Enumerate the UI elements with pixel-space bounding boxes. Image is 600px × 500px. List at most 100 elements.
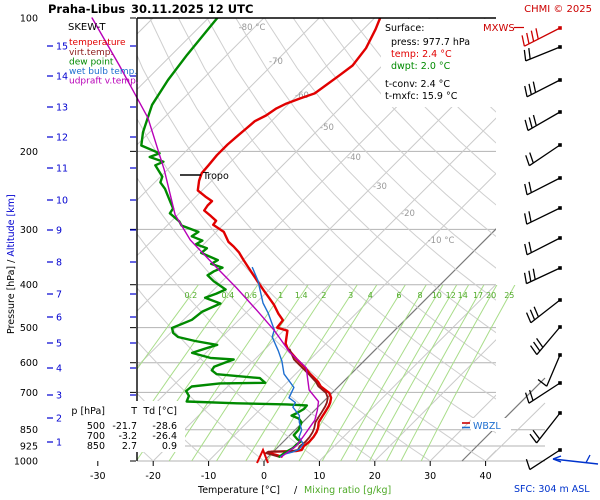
copyright-label: CHMI © 2025 xyxy=(524,4,592,15)
barb-feather xyxy=(532,114,537,126)
table-cell: 700 xyxy=(87,431,105,442)
mixing-ratio-line-2 xyxy=(216,285,332,461)
altitude-tick-label: 10 xyxy=(56,196,68,207)
pressure-tick-label: 925 xyxy=(20,442,38,453)
barb-feather xyxy=(526,32,530,44)
barb-feather xyxy=(536,338,544,348)
mixing-ratio-label: 4 xyxy=(368,291,373,300)
altitude-tick-label: 3 xyxy=(56,391,62,402)
dry-adiabat-40 xyxy=(137,117,486,461)
mixing-ratio-label: 8 xyxy=(417,291,422,300)
isotherm-label: -20 xyxy=(401,209,415,219)
barb-feather xyxy=(530,345,538,355)
pressure-tick-label: 100 xyxy=(20,14,38,25)
barb-feather xyxy=(532,429,541,440)
pressure-tick-label: 400 xyxy=(20,280,38,291)
isotherm-10 xyxy=(319,283,496,461)
barb-feather xyxy=(528,181,532,193)
mixing-ratio-line-8 xyxy=(321,285,427,461)
barb-feather xyxy=(535,28,539,40)
wbzl-marker: WBZL xyxy=(462,418,511,432)
barb-feather xyxy=(524,119,529,131)
altitude-tick-label: 14 xyxy=(56,72,68,83)
mixing-ratio-line-20 xyxy=(400,285,498,461)
barb-feather xyxy=(528,270,532,282)
mixing-ratio-line-1 xyxy=(168,285,289,461)
mixing-ratio-line-17 xyxy=(386,285,485,461)
barb-feather xyxy=(528,389,534,401)
surface-tconv-value: t-conv: 2.4 °C xyxy=(385,79,450,90)
wind-barb xyxy=(525,298,562,324)
temp-tick-label: 0 xyxy=(261,471,267,482)
mixing-ratio-label: 14 xyxy=(458,291,468,300)
wind-barb xyxy=(524,110,562,132)
dry-adiabat-90 xyxy=(235,18,496,301)
xaxis-title-mixing: Mixing ratio [g/kg] xyxy=(304,485,391,496)
dry-adiabat-10 xyxy=(137,287,320,461)
barb-feather xyxy=(528,211,532,223)
isotherm-label: -10 °C xyxy=(428,236,455,246)
mixing-ratio-label: 17 xyxy=(473,291,483,300)
table-cell: 2.7 xyxy=(122,441,137,452)
table-background xyxy=(71,401,185,452)
page-title-station: Praha-Libus xyxy=(48,2,125,16)
surface-box-title: Surface: xyxy=(385,23,424,34)
temp-tick-label: -30 xyxy=(90,471,106,482)
barb-feather xyxy=(532,81,537,93)
table-cell: -28.6 xyxy=(152,421,177,432)
barb-feather xyxy=(533,341,541,352)
wind-barb xyxy=(524,78,562,98)
mixing-ratio-line-3 xyxy=(245,285,358,461)
legend-title: SKEW-T xyxy=(68,22,106,33)
mixing-ratio-line-10 xyxy=(340,285,444,461)
barb-feather xyxy=(521,35,525,47)
page-title-datetime: 30.11.2025 12 UTC xyxy=(131,2,253,16)
yaxis-title-pressure: Pressure [hPa] xyxy=(6,266,17,334)
surface-wind-arrowhead xyxy=(552,455,562,460)
wind-barb xyxy=(524,381,562,404)
temp-tick-label: 40 xyxy=(480,471,492,482)
mixing-ratio-label: 3 xyxy=(348,291,353,300)
barb-feather xyxy=(523,49,527,61)
altitude-tick-label: 8 xyxy=(56,258,62,269)
barb-staff xyxy=(526,177,561,196)
barb-feather xyxy=(532,268,536,280)
surface-wind-arrow xyxy=(552,454,599,465)
isotherm-label: -30 xyxy=(373,182,387,192)
barb-staff xyxy=(536,326,561,355)
wind-barb xyxy=(523,266,562,285)
dry-adiabat-120 xyxy=(321,18,496,206)
surface-wind-arrowhead xyxy=(552,458,562,463)
barb-feather xyxy=(524,243,528,255)
isotherm--20 xyxy=(152,117,496,461)
isotherm--80 xyxy=(137,18,265,146)
temp-tick-label: -20 xyxy=(145,471,161,482)
wind-barb xyxy=(523,45,562,62)
barb-staff xyxy=(529,449,561,471)
barb-feather xyxy=(528,117,533,129)
surface-wind-staff xyxy=(552,458,599,465)
wind-barb-max-wind xyxy=(521,26,562,47)
pressure-tick-label: 600 xyxy=(20,358,38,369)
sfc-altitude-label: SFC: 304 m ASL xyxy=(514,484,590,495)
surface-box-background xyxy=(381,19,505,107)
isotherm--50 xyxy=(137,18,431,312)
altitude-tick-label: 6 xyxy=(56,313,62,324)
barb-staff xyxy=(526,207,561,225)
barb-feather xyxy=(529,152,534,164)
wbzl-background xyxy=(471,418,511,431)
xaxis-title-separator: / xyxy=(294,485,298,496)
surface-wind-feather xyxy=(585,454,591,463)
surface-temp-caret xyxy=(256,447,269,464)
isotherm--70 xyxy=(137,18,320,201)
wind-barb xyxy=(537,353,562,387)
barb-staff xyxy=(524,27,561,47)
barb-staff xyxy=(526,79,561,98)
legend-item-dew-point: dew point xyxy=(69,58,114,68)
mixing-ratio-label: 6 xyxy=(396,291,401,300)
pressure-tick-label: 850 xyxy=(20,425,38,436)
isotherm-label: -60 xyxy=(295,91,309,101)
isotherm-20 xyxy=(374,339,496,461)
barb-feather xyxy=(528,241,532,253)
